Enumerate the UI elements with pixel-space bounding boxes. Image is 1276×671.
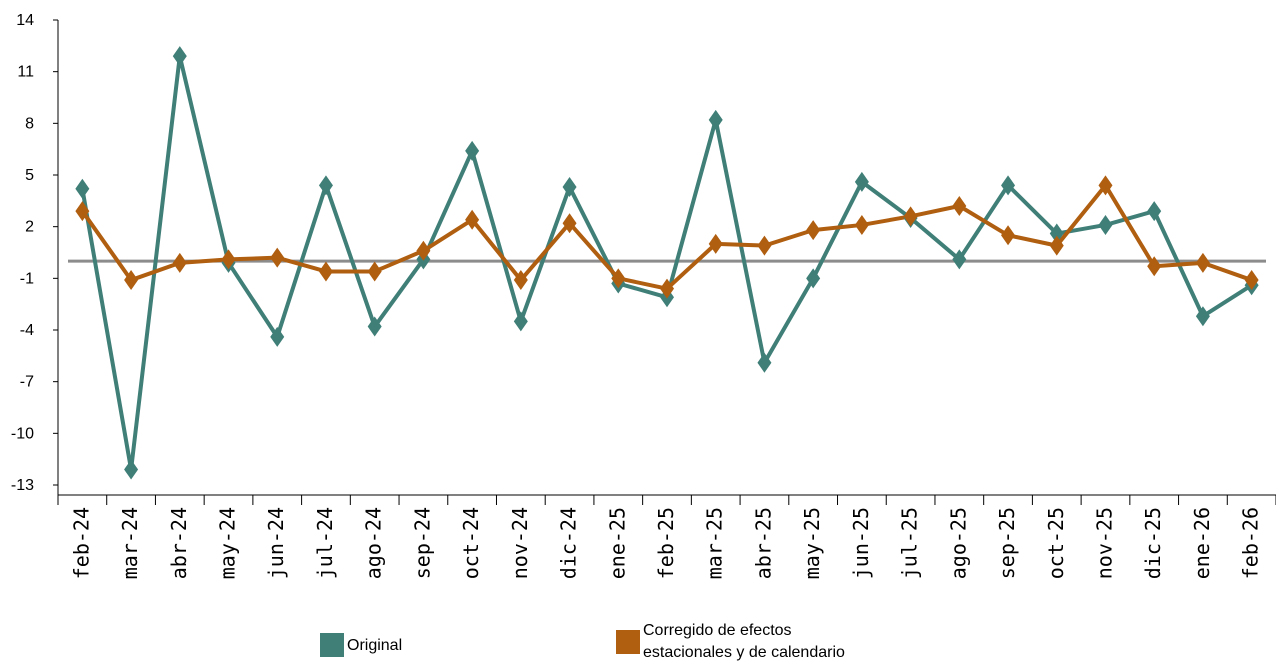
y-tick-label: -13 [11, 477, 34, 494]
y-tick-label: -4 [20, 322, 34, 339]
y-tick-label: 5 [25, 167, 34, 184]
data-point[interactable] [270, 326, 285, 347]
series-original [80, 54, 1253, 472]
data-point[interactable] [416, 240, 431, 261]
data-point[interactable] [465, 209, 480, 230]
x-tick-label: oct-25 [1044, 507, 1068, 579]
data-point[interactable] [708, 109, 723, 130]
x-tick-label: jul-25 [898, 507, 922, 579]
line-chart: 14 11 8 5 2 -1 -4 -7 -10 -13 feb-24 mar-24 abr-24 ma… [11, 12, 1276, 579]
data-point[interactable] [562, 177, 577, 198]
y-tick-label: 8 [25, 115, 34, 132]
data-point[interactable] [1244, 270, 1259, 291]
x-tick-label: feb-26 [1239, 507, 1263, 579]
x-tick-label: nov-24 [508, 507, 532, 579]
x-tick-label: sep-25 [995, 507, 1019, 579]
legend-label-original: Original [347, 637, 403, 654]
data-point[interactable] [367, 316, 382, 337]
data-point[interactable] [806, 268, 821, 289]
x-tick-label: may-24 [216, 507, 240, 579]
data-point[interactable] [1147, 201, 1162, 222]
data-point[interactable] [1049, 223, 1064, 244]
data-point[interactable] [318, 175, 333, 196]
data-point[interactable] [172, 46, 187, 67]
data-point[interactable] [172, 252, 187, 273]
data-point[interactable] [75, 178, 90, 199]
y-tick-label: 11 [17, 64, 34, 81]
data-point[interactable] [1049, 235, 1064, 256]
data-point[interactable] [1098, 214, 1113, 235]
data-point[interactable] [1147, 256, 1162, 277]
x-tick-label: mar-25 [703, 507, 727, 579]
x-tick-label: ago-24 [362, 507, 386, 579]
y-tick-label: 2 [25, 219, 34, 236]
y-tick-label: -1 [20, 270, 34, 287]
y-tick-label: -7 [20, 374, 34, 391]
x-tick-label: may-25 [800, 507, 824, 579]
data-point[interactable] [806, 220, 821, 241]
x-tick-label: oct-24 [459, 507, 483, 579]
y-tick-label: -10 [11, 425, 34, 442]
data-point[interactable] [562, 213, 577, 234]
y-axis: 14 11 8 5 2 -1 -4 -7 -10 -13 [11, 12, 59, 495]
legend-label-corrected: Corregido de efectos estacionales y de c… [643, 620, 845, 664]
data-point[interactable] [708, 233, 723, 254]
data-point[interactable] [854, 171, 869, 192]
data-point[interactable] [611, 268, 626, 289]
x-tick-label: dic-24 [557, 507, 581, 579]
data-point[interactable] [952, 196, 967, 216]
data-point[interactable] [124, 270, 139, 291]
x-axis: feb-24 mar-24 abr-24 may-24 jun-24 jul-24 ago-… [57, 494, 1276, 579]
legend-label-corrected-line1: Corregido de efectos [643, 622, 792, 639]
data-point[interactable] [1195, 252, 1210, 273]
legend: Original Corregido de efectos estacional… [320, 620, 1020, 670]
legend-item-original[interactable]: Original [320, 626, 402, 657]
x-tick-label: jun-25 [849, 507, 873, 579]
data-point[interactable] [1001, 225, 1016, 246]
x-tick-label: sep-24 [410, 507, 434, 579]
data-point[interactable] [1001, 175, 1016, 196]
data-point[interactable] [757, 235, 772, 256]
data-point[interactable] [124, 459, 139, 480]
data-point[interactable] [1098, 175, 1113, 196]
data-point[interactable] [513, 311, 528, 332]
x-tick-label: ene-26 [1190, 507, 1214, 579]
x-tick-label: feb-24 [69, 507, 93, 579]
legend-item-corrected[interactable]: Corregido de efectos estacionales y de c… [616, 620, 845, 664]
data-point[interactable] [757, 352, 772, 373]
legend-swatch-corrected [616, 630, 640, 654]
series-corrected [80, 183, 1253, 291]
x-tick-label: abr-24 [167, 507, 191, 579]
data-point[interactable] [318, 261, 333, 282]
data-point[interactable] [513, 270, 528, 291]
x-tick-label: dic-25 [1141, 507, 1165, 579]
x-tick-label: jul-24 [313, 507, 337, 579]
data-point[interactable] [952, 249, 967, 270]
series-line [80, 54, 1253, 472]
data-point[interactable] [367, 261, 382, 282]
series-layer [75, 46, 1259, 480]
data-point[interactable] [221, 249, 236, 270]
y-tick-label: 14 [16, 12, 34, 29]
data-point[interactable] [465, 140, 480, 161]
data-point[interactable] [903, 206, 918, 227]
legend-swatch-original [320, 633, 344, 657]
markers-corrected [75, 175, 1259, 299]
x-tick-label: mar-24 [118, 507, 142, 579]
x-tick-label: nov-25 [1092, 507, 1116, 579]
x-tick-label: feb-25 [654, 507, 678, 579]
data-point[interactable] [75, 201, 90, 222]
series-line [80, 183, 1253, 291]
data-point[interactable] [660, 278, 674, 299]
markers-original [75, 46, 1259, 480]
legend-label-corrected-line2: estacionales y de calendario [643, 644, 845, 661]
x-tick-label: ago-25 [946, 507, 970, 579]
x-tick-label: jun-24 [264, 507, 288, 579]
data-point[interactable] [1195, 306, 1210, 327]
x-tick-label: abr-25 [751, 507, 775, 579]
data-point[interactable] [270, 247, 285, 268]
x-tick-label: ene-25 [605, 507, 629, 579]
data-point[interactable] [854, 214, 869, 235]
